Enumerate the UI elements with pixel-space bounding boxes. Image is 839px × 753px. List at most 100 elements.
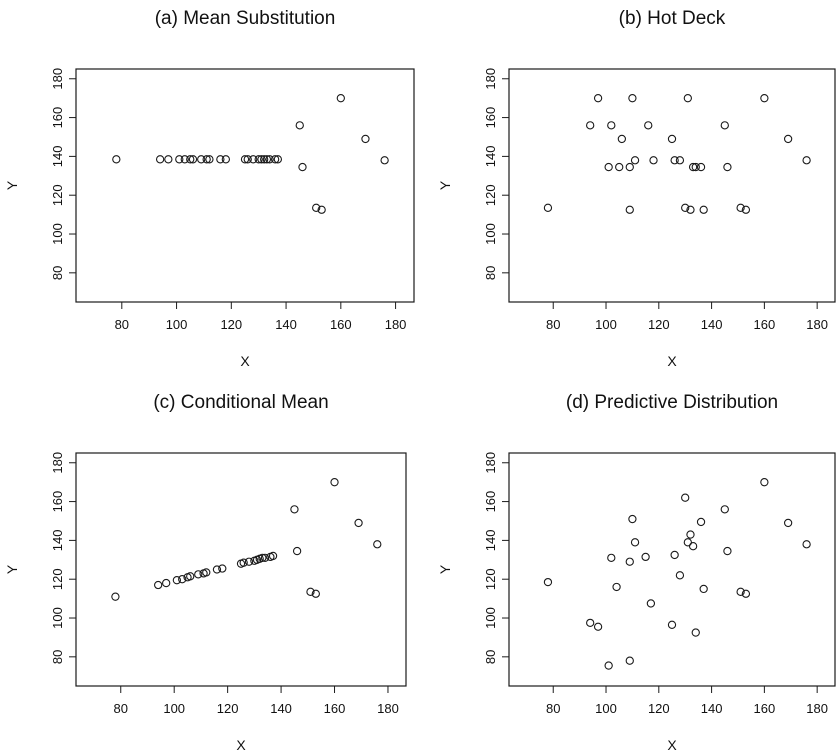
data-point [617, 134, 627, 144]
data-point [646, 599, 656, 608]
data-point [760, 94, 769, 103]
x-tick-label: 180 [806, 701, 828, 716]
data-point [292, 546, 302, 556]
plot-frame [75, 68, 415, 303]
data-point [681, 203, 690, 212]
panel-title: (b) Hot Deck [619, 8, 726, 29]
data-point [202, 155, 211, 164]
data-point [260, 155, 269, 164]
x-tick-label: 80 [546, 701, 560, 716]
y-tick-label: 180 [483, 68, 498, 90]
y-tick-label: 160 [50, 107, 65, 129]
data-point [586, 121, 595, 130]
data-point [543, 577, 553, 587]
data-point [218, 564, 227, 573]
data-point [641, 552, 650, 562]
data-point [644, 121, 653, 130]
data-point [802, 540, 811, 549]
panel-c: (c) Conditional Mean 80 100 120 140 160 180 80 1… [4, 392, 407, 753]
data-point [111, 592, 120, 601]
x-tick-label: 80 [115, 317, 129, 332]
y-tick-label: 180 [50, 68, 65, 90]
x-tick-label: 140 [275, 317, 297, 332]
data-point [699, 205, 708, 214]
data-point [221, 155, 230, 164]
x-axis-label: X [667, 737, 677, 753]
panel-title: (c) Conditional Mean [153, 392, 328, 413]
data-point [239, 558, 248, 567]
panel-title: (d) Predictive Distribution [566, 392, 778, 413]
y-tick-label: 160 [483, 107, 498, 129]
data-point [354, 518, 363, 528]
data-point [373, 540, 382, 549]
data-point [675, 571, 685, 580]
x-tick-label: 140 [270, 701, 292, 716]
data-point [260, 553, 270, 563]
x-tick-label: 160 [330, 317, 352, 332]
data-point [205, 155, 214, 164]
data-point [216, 155, 225, 164]
data-point [686, 205, 695, 214]
data-point [628, 514, 637, 524]
x-tick-label: 80 [114, 701, 128, 716]
data-point [615, 162, 624, 172]
data-point [197, 155, 206, 164]
data-point [380, 156, 389, 165]
data-point [720, 121, 729, 130]
data-point [625, 656, 634, 665]
data-point [175, 155, 184, 164]
y-tick-label: 100 [483, 223, 498, 245]
data-point [194, 570, 203, 579]
y-tick-label: 180 [50, 452, 65, 474]
data-point [244, 557, 254, 566]
x-tick-label: 100 [595, 701, 617, 716]
data-point [306, 587, 315, 596]
y-tick-label: 140 [50, 146, 65, 168]
data-point [336, 94, 345, 103]
data-point [273, 155, 283, 164]
data-point [667, 620, 677, 629]
data-point [186, 155, 195, 164]
x-tick-label: 140 [701, 317, 723, 332]
data-point [240, 155, 250, 164]
panel-a: (a) Mean Substitution 80 100 120 140 160 180 80… [4, 8, 415, 369]
data-point [243, 155, 252, 164]
x-tick-label: 120 [217, 701, 239, 716]
data-point [164, 155, 173, 164]
data-point [295, 121, 304, 130]
data-point [625, 205, 634, 214]
data-point [154, 580, 163, 590]
y-tick-label: 140 [483, 146, 498, 168]
data-point [760, 478, 769, 487]
data-point [172, 576, 182, 585]
x-tick-label: 100 [166, 317, 188, 332]
data-point [699, 584, 708, 594]
y-tick-label: 120 [50, 568, 65, 590]
data-point [783, 134, 793, 144]
data-point [691, 628, 700, 637]
data-point [155, 155, 165, 164]
data-point [630, 156, 640, 165]
data-point [649, 156, 658, 165]
x-axis-label: X [240, 353, 250, 369]
data-point [688, 162, 698, 172]
y-tick-label: 80 [483, 266, 498, 280]
data-point [265, 155, 274, 164]
data-point [604, 661, 613, 670]
data-point [188, 155, 198, 164]
x-tick-label: 160 [754, 701, 776, 716]
x-tick-label: 180 [377, 701, 399, 716]
data-point [593, 622, 603, 631]
data-point [670, 156, 679, 165]
x-tick-label: 180 [806, 317, 828, 332]
panel-title: (a) Mean Substitution [155, 8, 336, 29]
data-point [593, 94, 603, 103]
x-tick-label: 180 [385, 317, 407, 332]
data-point [262, 155, 272, 164]
data-point [607, 553, 616, 563]
y-tick-label: 120 [483, 184, 498, 206]
data-point [317, 205, 326, 214]
data-point [675, 156, 685, 165]
data-point [630, 538, 640, 547]
data-point [681, 493, 690, 502]
